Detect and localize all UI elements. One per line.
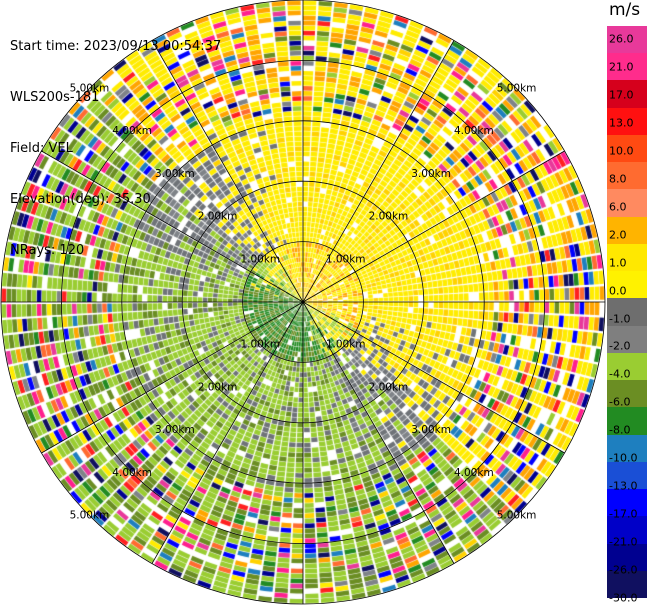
range-ring-label: 2.00km [369,381,409,393]
elevation: Elevation(deg): 35.30 [10,192,151,207]
colorbar-tick-label: -8.0 [609,423,631,437]
colorbar-unit: m/s [609,0,641,20]
start-time: Start time: 2023/09/13 00:54:37 [10,39,222,54]
colorbar-block [607,134,647,163]
colorbar-block [607,271,647,299]
colorbar-block [607,26,647,54]
colorbar-tick-label: 17.0 [609,88,634,102]
colorbar-tick-label: 21.0 [609,60,634,74]
colorbar-tick-label: 10.0 [609,144,634,158]
colorbar-tick-label: 6.0 [609,200,627,214]
scan-info: Start time: 2023/09/13 00:54:37 WLS200s-… [10,4,221,276]
range-ring-label: 5.00km [70,510,110,522]
azimuth-line [302,40,455,303]
colorbar-tick-label: -10.0 [609,451,638,465]
colorbar-tick-label: 8.0 [609,172,627,186]
colorbar-tick-label: -2.0 [609,339,631,353]
azimuth-line [151,40,304,303]
colorbar-tick-label: -26.0 [609,563,638,577]
range-ring-label: 2.00km [198,211,238,223]
range-ring-label: 3.00km [155,168,195,180]
colorbar-block [607,352,647,381]
colorbar-block [607,407,647,436]
colorbar-tick-label: 2.0 [609,228,627,242]
colorbar-block [607,243,647,272]
nrays: NRays: 120 [10,243,85,258]
colorbar-block [607,216,647,245]
colorbar [607,26,647,599]
colorbar-block [607,380,647,408]
azimuth-line [302,150,565,303]
colorbar-block [607,162,647,190]
range-ring-label: 5.00km [497,510,537,522]
range-ring-label: 4.00km [454,467,494,479]
colorbar-tick-label: -4.0 [609,367,631,381]
colorbar-block [607,461,647,490]
colorbar-block [607,80,647,109]
range-ring-label: 1.00km [326,339,366,351]
range-ring-label: 5.00km [497,82,537,94]
colorbar-tick-label: -1.0 [609,312,631,325]
azimuth-line [302,301,565,454]
colorbar-block [607,489,647,517]
range-ring-label: 2.00km [369,211,409,223]
range-ring-label: 3.00km [411,424,451,436]
colorbar-block [607,298,647,327]
range-ring-label: 4.00km [112,125,152,137]
colorbar-block [607,516,647,545]
colorbar-tick-label: -17.0 [609,507,638,521]
colorbar-block [607,570,647,599]
colorbar-tick-label: -21.0 [609,535,638,549]
colorbar-block [607,189,647,218]
range-ring-label: 2.00km [198,381,238,393]
instrument-name: WLS200s-181 [10,90,100,105]
colorbar-tick-label: 13.0 [609,116,634,130]
range-ring-label: 1.00km [240,253,280,265]
range-ring-label: 4.00km [112,467,152,479]
colorbar-block [607,543,647,572]
range-ring-label: 1.00km [240,339,280,351]
colorbar-tick-label: -13.0 [609,479,638,493]
colorbar-block [607,53,647,81]
colorbar-tick-label: 0.0 [609,284,627,298]
colorbar-tick-label: -6.0 [609,395,631,409]
colorbar-block [607,325,647,354]
colorbar-block [607,107,647,136]
azimuth-line [302,301,455,564]
azimuth-line [151,301,304,564]
azimuth-line [41,150,304,303]
colorbar-block [607,434,647,463]
range-ring-label: 4.00km [454,125,494,137]
range-ring-label: 3.00km [155,424,195,436]
azimuth-line [41,301,304,454]
field-name: Field: VEL [10,141,73,156]
range-ring-overlay: 1.00km 1.00km 1.00km 1.00km 2.00km 2.00km 2.00… [0,0,606,605]
colorbar-tick-label: -30.0 [609,591,638,605]
range-ring-label: 3.00km [411,168,451,180]
range-ring-label: 5.00km [70,82,110,94]
range-ring-label: 1.00km [326,253,366,265]
colorbar-tick-label: 26.0 [609,32,634,46]
colorbar-tick-label: 1.0 [609,256,627,270]
